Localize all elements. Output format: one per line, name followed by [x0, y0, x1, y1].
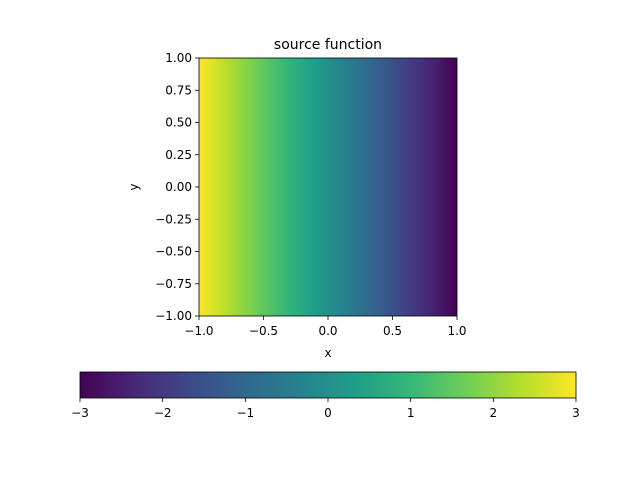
y-tick-label: 0.00: [165, 180, 192, 194]
x-tick-label: −0.5: [249, 324, 278, 338]
y-tick-label: 1.00: [165, 51, 192, 65]
y-axis-ticks: 1.00 0.75 0.50 0.25 0.00 −0.25 −0.50 −0.75 −1.00: [155, 51, 199, 323]
colorbar-tick-label: 0: [324, 406, 332, 420]
colorbar-tick-label: −2: [154, 406, 172, 420]
colorbar-tick-label: 1: [407, 406, 415, 420]
colorbar-tick-label: −3: [71, 406, 89, 420]
heatmap-image: [199, 58, 457, 316]
y-tick-label: −1.00: [155, 309, 192, 323]
x-axis-ticks: −1.0 −0.5 0.0 0.5 1.0: [184, 316, 467, 338]
x-tick-label: 1.0: [447, 324, 466, 338]
y-axis-label: y: [127, 183, 141, 190]
y-tick-label: 0.75: [165, 83, 192, 97]
y-tick-label: 0.50: [165, 116, 192, 130]
x-tick-label: 0.5: [383, 324, 402, 338]
colorbar-tick-label: −1: [236, 406, 254, 420]
y-tick-label: −0.50: [155, 245, 192, 259]
y-tick-label: 0.25: [165, 148, 192, 162]
colorbar-image: [80, 372, 576, 398]
y-tick-label: −0.75: [155, 277, 192, 291]
colorbar-tick-label: 2: [490, 406, 498, 420]
colorbar-tick-label: 3: [572, 406, 580, 420]
x-tick-label: 0.0: [318, 324, 337, 338]
chart-title: source function: [274, 37, 382, 53]
x-tick-label: −1.0: [184, 324, 213, 338]
x-axis-label: x: [324, 346, 331, 360]
colorbar-ticks: −3 −2 −1 0 1 2 3: [71, 398, 580, 420]
y-tick-label: −0.25: [155, 212, 192, 226]
